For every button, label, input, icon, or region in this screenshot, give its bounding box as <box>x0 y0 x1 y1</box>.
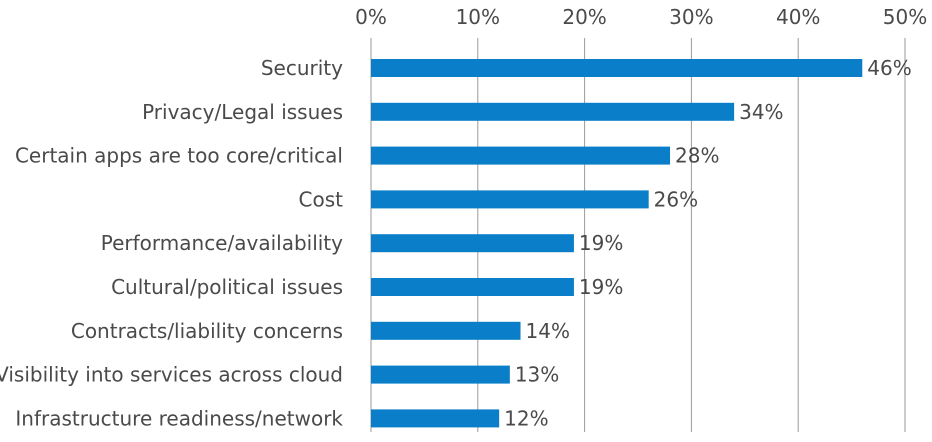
x-axis-ticks: 0% 10% 20% 30% 40% 50% <box>355 5 927 29</box>
x-tick-label: 10% <box>456 5 500 29</box>
category-label: Performance/availability <box>101 231 343 255</box>
bar <box>371 321 521 340</box>
category-labels: Security Privacy/Legal issues Certain apps… <box>0 56 343 430</box>
bar <box>371 409 500 428</box>
x-tick-label: 40% <box>776 5 820 29</box>
value-label: 34% <box>739 100 783 124</box>
value-label: 14% <box>526 319 570 343</box>
value-label: 13% <box>515 363 559 387</box>
bar <box>371 234 574 253</box>
category-label: Certain apps are too core/critical <box>15 144 343 168</box>
value-labels: 46% 34% 28% 26% 19% 19% 14% 13% 12% <box>504 56 912 430</box>
value-label: 28% <box>675 144 719 168</box>
value-label: 19% <box>579 275 623 299</box>
x-tick-label: 50% <box>883 5 927 29</box>
x-tick-label: 20% <box>562 5 606 29</box>
category-label: Visibility into services across cloud <box>0 363 343 387</box>
category-label: Security <box>261 56 343 80</box>
bar <box>371 190 649 209</box>
category-label: Cultural/political issues <box>111 275 343 299</box>
category-label: Infrastructure readiness/network <box>15 406 343 430</box>
x-tick-label: 30% <box>669 5 713 29</box>
value-label: 46% <box>867 56 911 80</box>
bar <box>371 278 574 296</box>
value-label: 19% <box>579 231 623 255</box>
bar <box>371 146 671 165</box>
bar <box>371 102 735 121</box>
bar <box>371 59 863 77</box>
category-label: Cost <box>299 187 344 211</box>
bar <box>371 365 510 384</box>
x-tick-label: 0% <box>355 5 387 29</box>
value-label: 26% <box>654 187 698 211</box>
bars <box>371 59 863 428</box>
category-label: Contracts/liability concerns <box>71 319 343 343</box>
value-label: 12% <box>504 406 548 430</box>
category-label: Privacy/Legal issues <box>142 100 343 124</box>
